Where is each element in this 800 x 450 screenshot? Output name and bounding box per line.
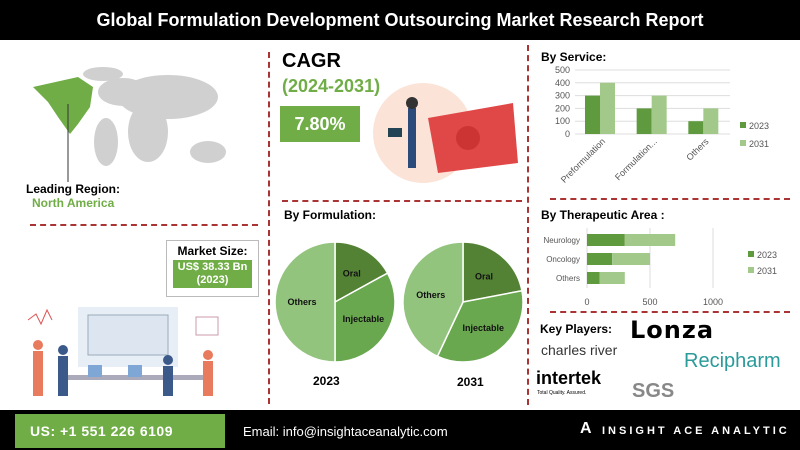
pie-label: Oral xyxy=(475,272,493,282)
intertek-tagline: Total Quality. Assured. xyxy=(537,390,587,396)
bar-2023 xyxy=(636,108,652,134)
bar-2031 xyxy=(703,108,719,134)
report-title: Global Formulation Development Outsourci… xyxy=(0,0,800,40)
legend-label: 2031 xyxy=(749,139,769,149)
divider xyxy=(550,311,790,313)
market-size-label: Market Size: xyxy=(177,244,248,258)
y-tick-label: 100 xyxy=(555,116,570,126)
bar-2031 xyxy=(651,95,667,134)
pie-label: Others xyxy=(416,290,445,300)
y-tick-label: 300 xyxy=(555,91,570,101)
pie-slice-injectable xyxy=(436,289,524,363)
bar-2023 xyxy=(585,95,600,134)
pie-slice-others xyxy=(274,241,336,363)
y-tick-label: 200 xyxy=(555,103,570,113)
pie-2031-label: 2031 xyxy=(457,375,484,389)
bar-2023 xyxy=(587,272,600,284)
y-tick-label: 0 xyxy=(565,129,570,139)
legend-swatch xyxy=(740,122,746,128)
pie-slice-oral xyxy=(334,241,389,304)
bar-2031 xyxy=(600,82,615,134)
divider xyxy=(527,45,529,405)
intertek-logo: intertek xyxy=(536,368,602,388)
bar-2023 xyxy=(587,253,613,265)
divider xyxy=(550,198,790,200)
y-tick-label: Neurology xyxy=(544,236,580,245)
pie-label: Oral xyxy=(343,269,361,279)
bar-2031 xyxy=(599,272,625,284)
service-title: By Service: xyxy=(541,50,607,64)
pie-2023-label: 2023 xyxy=(313,374,340,388)
leading-region-value: North America xyxy=(32,196,115,210)
y-tick-label: Oncology xyxy=(546,255,580,264)
x-tick-label: Others xyxy=(684,136,711,163)
legend-swatch xyxy=(748,251,754,257)
leading-region-label: Leading Region: xyxy=(26,182,120,196)
charles-river-logo: charles river xyxy=(541,342,618,358)
brand-name: INSIGHT ACE ANALYTIC xyxy=(602,425,790,437)
legend-swatch xyxy=(748,267,754,273)
recipharm-logo: Recipharm xyxy=(684,350,781,372)
phone-number[interactable]: US: +1 551 226 6109 xyxy=(15,414,225,448)
y-tick-label: 400 xyxy=(555,78,570,88)
x-tick-label: Preformulation xyxy=(559,136,607,184)
divider xyxy=(30,224,258,226)
formulation-pie-charts: Oral Injectable Others Oral Injectable Others xyxy=(274,241,524,363)
cagr-label: CAGR xyxy=(282,50,341,72)
pie-label: Others xyxy=(287,297,316,307)
x-tick-label: 500 xyxy=(642,297,657,307)
sgs-logo: SGS xyxy=(632,380,675,402)
x-tick-label: 0 xyxy=(584,297,589,307)
bar-2031 xyxy=(612,253,650,265)
pie-slice-oral xyxy=(462,241,523,303)
legend-swatch xyxy=(740,140,746,146)
therapeutic-title: By Therapeutic Area : xyxy=(541,208,665,222)
x-tick-label: 1000 xyxy=(703,297,723,307)
bar-2023 xyxy=(587,234,625,246)
bar-2031 xyxy=(624,234,676,246)
market-size-card: Market Size: US$ 38.33 Bn (2023) xyxy=(166,240,259,297)
pie-label: Injectable xyxy=(343,314,385,324)
pie-label: Injectable xyxy=(462,323,504,333)
lonza-logo: Lonza xyxy=(630,316,715,344)
y-tick-label: 500 xyxy=(555,65,570,75)
cagr-period: (2024-2031) xyxy=(282,76,381,96)
bar-2023 xyxy=(688,121,704,134)
north-america-highlight xyxy=(33,77,93,134)
brand-icon: A xyxy=(580,420,592,437)
legend-label: 2031 xyxy=(757,266,777,276)
divider xyxy=(282,200,522,202)
world-map xyxy=(33,67,226,182)
y-tick-label: Others xyxy=(556,274,580,283)
market-size-value: US$ 38.33 Bn (2023) xyxy=(173,260,252,288)
legend-label: 2023 xyxy=(749,121,769,131)
legend-label: 2023 xyxy=(757,250,777,260)
formulation-title: By Formulation: xyxy=(284,208,376,222)
key-players-label: Key Players: xyxy=(540,322,613,336)
email-link[interactable]: Email: info@insightaceanalytic.com xyxy=(243,424,448,439)
therapeutic-bar-chart: 0 500 1000 Neurology Oncology Others 2023 2031 xyxy=(544,228,777,307)
service-bar-chart: 0 100 200 300 400 500 Preformulation Formulatio… xyxy=(555,65,769,185)
divider xyxy=(268,52,270,404)
office-illustration xyxy=(27,307,219,396)
cagr-illustration xyxy=(373,83,518,183)
pie-slice-others xyxy=(402,241,464,358)
x-tick-label: Formulation... xyxy=(613,136,659,182)
pie-slice-injectable xyxy=(334,272,396,363)
cagr-value: 7.80% xyxy=(280,106,360,142)
